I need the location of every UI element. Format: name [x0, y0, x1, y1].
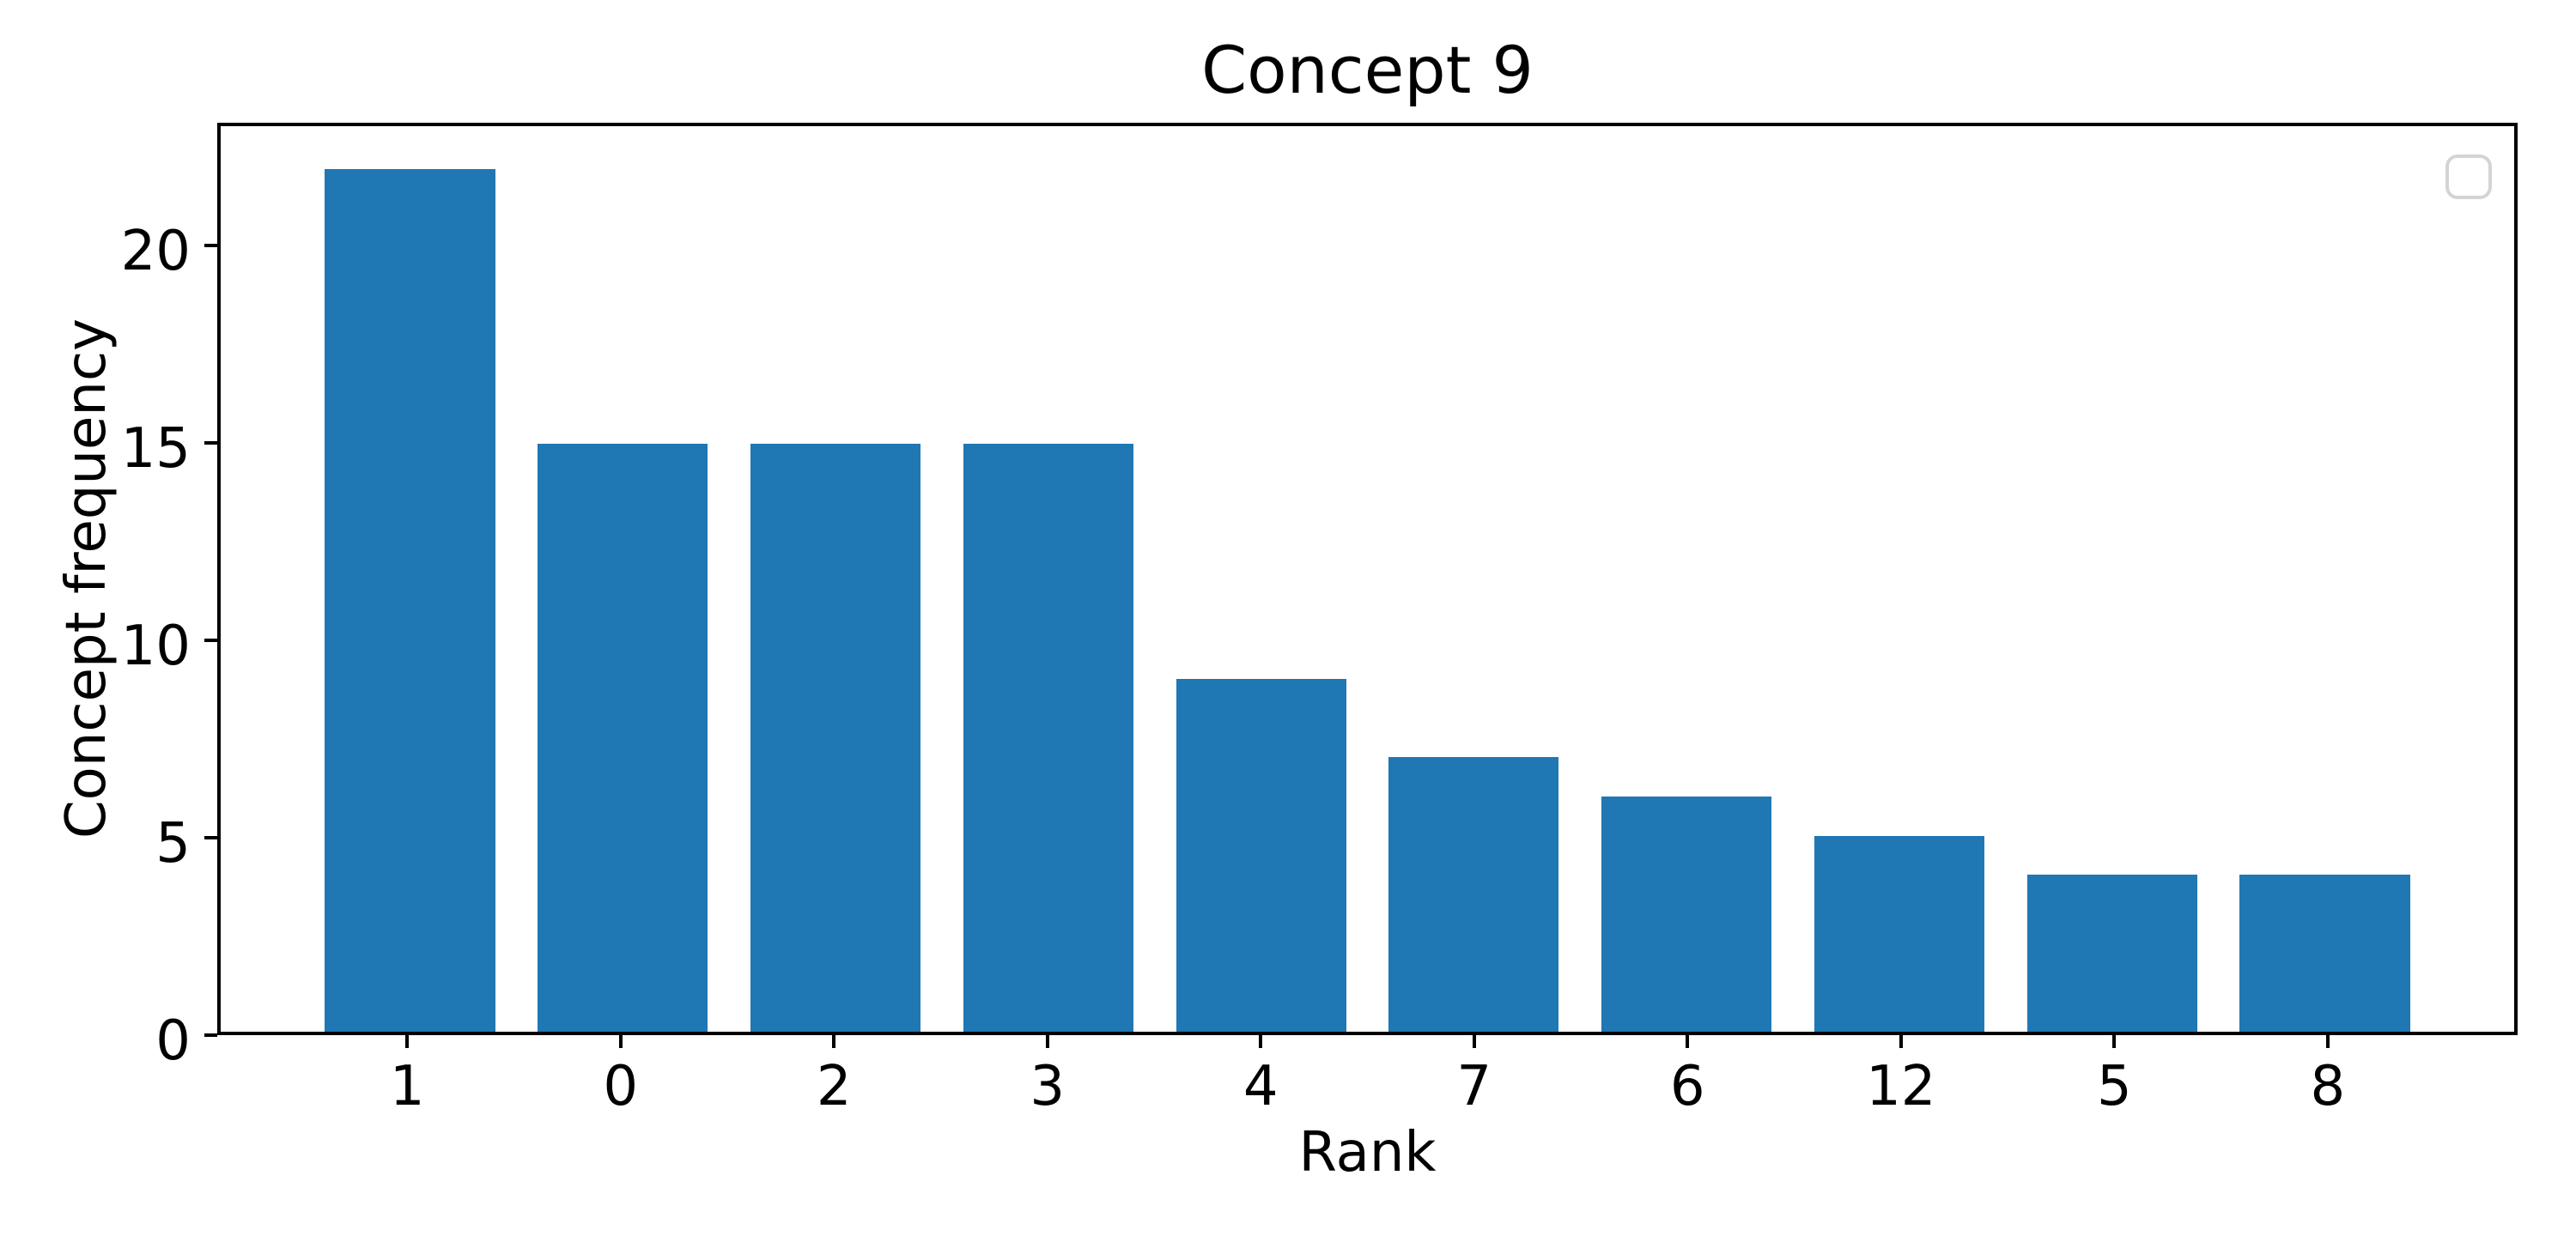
y-tick-mark [204, 835, 217, 839]
bar [538, 443, 708, 1032]
chart-title: Concept 9 [1201, 32, 1534, 108]
y-tick-mark [204, 440, 217, 445]
bar [1388, 757, 1559, 1032]
x-tick-mark [2325, 1035, 2330, 1048]
bar [1601, 796, 1772, 1032]
x-tick-label: 2 [816, 1055, 852, 1118]
y-tick-label: 10 [120, 614, 191, 678]
bar [1814, 835, 1985, 1032]
x-tick-label: 8 [2310, 1055, 2346, 1118]
bar [963, 443, 1133, 1032]
y-tick-mark [204, 638, 217, 642]
x-tick-label: 12 [1866, 1055, 1936, 1118]
x-tick-mark [1899, 1035, 1903, 1048]
x-tick-label: 4 [1242, 1055, 1279, 1118]
x-tick-label: 5 [2096, 1055, 2132, 1118]
x-axis-label: Rank [1298, 1121, 1437, 1184]
plot-area [217, 123, 2518, 1035]
y-tick-mark [204, 1033, 217, 1037]
y-tick-label: 0 [155, 1009, 191, 1073]
x-tick-mark [2112, 1035, 2117, 1048]
x-tick-mark [1045, 1035, 1049, 1048]
bar [2026, 875, 2197, 1032]
bar [325, 169, 495, 1032]
x-tick-mark [405, 1035, 410, 1048]
x-tick-label: 3 [1030, 1055, 1066, 1118]
y-tick-label: 5 [155, 811, 191, 876]
x-tick-label: 0 [603, 1055, 639, 1118]
y-tick-label: 15 [120, 416, 191, 481]
x-tick-label: 7 [1456, 1055, 1492, 1118]
x-axis-ticks: 1 0 2 3 4 7 6 12 5 8 [217, 1035, 2518, 1172]
x-tick-mark [1686, 1035, 1690, 1048]
legend-box [2445, 154, 2492, 199]
x-tick-label: 1 [389, 1055, 425, 1118]
x-tick-mark [618, 1035, 623, 1048]
x-tick-mark [832, 1035, 836, 1048]
x-tick-label: 6 [1669, 1055, 1705, 1118]
x-tick-mark [1259, 1035, 1263, 1048]
y-tick-label: 20 [120, 219, 191, 283]
x-tick-mark [1472, 1035, 1476, 1048]
bar [2239, 875, 2410, 1032]
bars-container [221, 126, 2514, 1032]
y-axis-ticks: 0 5 10 15 20 [0, 123, 217, 1069]
bar [1176, 678, 1346, 1032]
bar [750, 443, 921, 1032]
y-tick-mark [204, 243, 217, 247]
